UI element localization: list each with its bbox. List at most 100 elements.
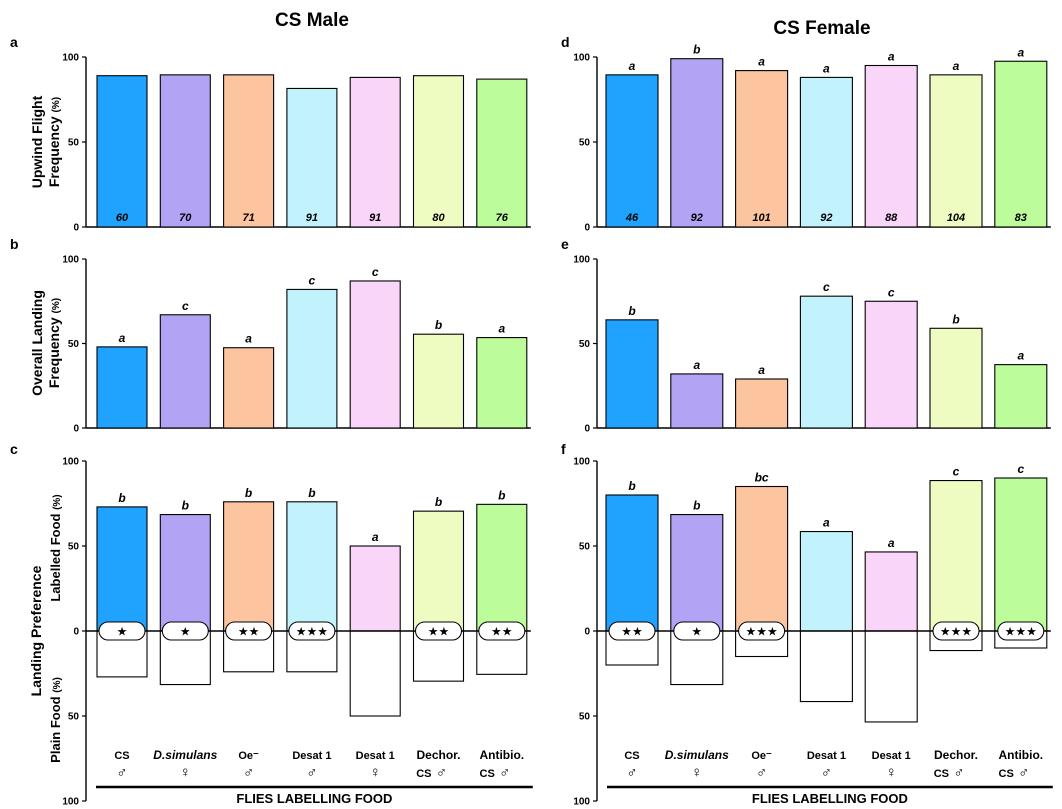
panel-b-bar [159, 314, 211, 429]
panel-c-category-prefix: CS [416, 768, 431, 780]
panel-c-significance-stars: ★★★ [296, 625, 328, 639]
panel-f-category-sex-symbol: ♂ [953, 764, 964, 781]
panel-c-upper-y-tick-label: 50 [68, 542, 80, 553]
y-axis-label-landing: Overall Landing Frequency (%) [29, 290, 62, 396]
panel-f-category-label: Desat 1 [807, 750, 846, 762]
panel-a-bar [159, 74, 211, 228]
panel-c-significance-stars: ★★ [428, 625, 450, 639]
panel-c-category-label: Desat 1 [356, 750, 395, 762]
panel-f-category-prefix: CS [999, 768, 1014, 780]
panel-d-y-tick-label: 0 [584, 223, 590, 234]
y-axis-label-labelled-food: Labelled Food (%) [48, 494, 63, 601]
panel-b-y-tick-label: 100 [62, 255, 79, 266]
panel-b-sig-label: b [435, 318, 442, 332]
panel-c-lower-y-tick-label: 50 [68, 712, 80, 723]
panel-f-bar-labelled [994, 477, 1048, 632]
panel-f-significance-stars: ★★★ [940, 625, 972, 639]
panel-c-bar-labelled [96, 506, 148, 632]
panel-e-bar [670, 373, 724, 429]
y-axis-label-upwind-line: Upwind Flight [29, 95, 45, 188]
panel-e-sig-label: a [758, 363, 765, 377]
panel-c-bar-labelled [412, 510, 465, 632]
panel-e-y-tick-label: 50 [579, 339, 591, 350]
panel-f-category-sex-symbol: ♂ [1018, 764, 1029, 781]
panel-c-category-label: Dechor. [416, 748, 460, 762]
panel-letter: b [10, 236, 19, 252]
panel-e-sig-label: a [1017, 349, 1024, 363]
panel-f-upper-y-tick-label: 100 [573, 457, 590, 468]
panel-d-bar [605, 74, 659, 228]
panel-e-bar [605, 319, 659, 429]
panel-b-sig-label: c [372, 265, 379, 279]
panel-d-n-label: 92 [820, 212, 832, 224]
panel-f-sig-label: b [693, 499, 700, 513]
panel-d-sig-label: b [693, 43, 700, 57]
panel-f-category-label: Oe⁻ [751, 750, 772, 762]
panel-f-bar-labelled [670, 513, 724, 632]
panel-c-lower-y-tick-label: 100 [62, 797, 79, 808]
panel-d-bar [929, 74, 983, 228]
panel-e-bar [929, 327, 983, 429]
panel-e-bar [735, 378, 789, 429]
panel-c-sig-label: b [245, 486, 252, 500]
y-axis-label-plain-food-line: Plain Food (%) [48, 677, 63, 763]
panel-f-significance-badge [673, 621, 721, 641]
panel-a-bar [349, 76, 401, 228]
panel-f-category-label: Desat 1 [872, 750, 911, 762]
panel-f-significance-badge [738, 621, 786, 641]
panel-b-sig-label: c [182, 299, 189, 313]
panel-c-bar-labelled [159, 513, 211, 632]
panel-b-bar [476, 337, 528, 429]
panel-letter: f [561, 441, 566, 457]
panel-f-significance-stars: ★★★ [1005, 625, 1037, 639]
y-axis-label-plain-food-part: (%) [52, 677, 63, 693]
panel-c-x-axis-label: FLIES LABELLING FOOD [236, 791, 392, 806]
panel-e-sig-label: a [693, 358, 700, 372]
column-title-left: CS Male [275, 10, 349, 31]
panel-c-category-sex-symbol: ♀ [180, 764, 191, 781]
panel-c-significance-stars: ★★ [238, 625, 260, 639]
panel-d-n-label: 104 [947, 212, 965, 224]
panel-f-bar-plain [864, 630, 918, 723]
panel-f-sig-label: b [628, 479, 635, 493]
panel-a-y-tick-label: 0 [73, 223, 79, 234]
panel-f-significance-badge [997, 621, 1045, 641]
panel-d-y-tick-label: 50 [579, 138, 591, 149]
y-axis-label-labelled-food-part: (%) [52, 494, 63, 510]
panel-a-bar [412, 75, 465, 228]
panel-d-n-label: 46 [625, 212, 639, 224]
panel-c-sig-label: b [182, 499, 189, 513]
panel-c-significance-badge [288, 621, 336, 641]
panel-c-category-sex-symbol: ♀ [370, 764, 381, 781]
panel-e-bar [799, 295, 853, 429]
panel-f-bar-labelled [864, 551, 918, 632]
y-axis-label-landing-line: Overall Landing [29, 290, 45, 396]
y-axis-label-preference-line: Landing Preference [28, 565, 44, 696]
panel-c-category-sex-symbol: ♂ [499, 764, 510, 781]
panel-a-n-label: 60 [116, 212, 129, 224]
panel-c-significance-badge [225, 621, 273, 641]
panel-c-significance-badge [478, 621, 526, 641]
panel-f-bar-labelled [799, 530, 853, 632]
panel-b-bar [349, 280, 401, 429]
panel-f-upper-y-tick-label: 0 [584, 627, 590, 638]
panel-a-n-label: 70 [179, 212, 192, 224]
panel-f-sig-label: c [1017, 462, 1024, 476]
panel-c-significance-badge [98, 621, 146, 641]
panel-e-bar [994, 364, 1048, 429]
panel-a-y-tick-label: 50 [68, 138, 80, 149]
panel-e-y-tick-label: 0 [584, 424, 590, 435]
panel-b-bar [412, 333, 465, 429]
panel-c-bar-labelled [223, 501, 275, 632]
panel-b-sig-label: a [245, 332, 252, 346]
panel-d-sig-label: a [953, 59, 960, 73]
panel-d-bar [735, 70, 789, 228]
y-axis-label-preference: Landing Preference [28, 565, 44, 696]
panel-a-bar [96, 75, 148, 228]
y-axis-label-plain-food-part: Plain Food [48, 693, 63, 763]
panel-d-n-label: 101 [752, 212, 770, 224]
panel-c-sig-label: b [308, 486, 315, 500]
panel-a-n-label: 76 [496, 212, 509, 224]
y-axis-label-upwind-part: Frequency [46, 112, 62, 187]
